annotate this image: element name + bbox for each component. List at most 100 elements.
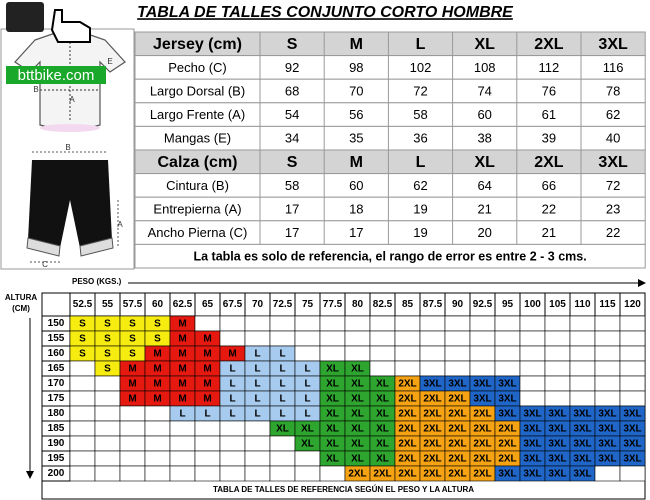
size-value: XL: [326, 379, 339, 390]
size-heading: 2XL: [534, 154, 564, 171]
size-value: 2XL: [423, 469, 441, 480]
size-cell: [194, 465, 221, 482]
size-cell: [619, 345, 646, 362]
illustration-label: A: [69, 95, 75, 104]
size-cell: [544, 375, 571, 392]
size-value: L: [254, 409, 260, 420]
logo: bttbike.com: [6, 2, 106, 84]
size-value: 3XL: [423, 379, 441, 390]
size-value: XL: [351, 454, 364, 465]
size-value: 3XL: [623, 454, 641, 465]
size-value: XL: [351, 379, 364, 390]
size-cell: [269, 315, 296, 332]
size-cell: [119, 435, 146, 452]
size-cell: [619, 315, 646, 332]
cell-value: 66: [542, 178, 556, 193]
size-cell: [619, 390, 646, 407]
size-value: 3XL: [598, 454, 616, 465]
size-cell: [544, 345, 571, 362]
size-cell: [469, 330, 496, 347]
size-value: 2XL: [398, 394, 416, 405]
row-label: Cintura (B): [166, 178, 229, 193]
size-value: XL: [376, 379, 389, 390]
cell-value: 74: [477, 83, 491, 98]
size-value: XL: [376, 439, 389, 450]
logo-text: bttbike.com: [18, 67, 95, 84]
size-cell: [69, 405, 96, 422]
cell-value: 60: [477, 107, 491, 122]
size-value: M: [128, 379, 136, 390]
size-cell: [219, 330, 246, 347]
illustration-label: B: [65, 143, 70, 152]
size-value: 3XL: [623, 409, 641, 420]
size-value: S: [104, 334, 111, 345]
size-value: XL: [326, 364, 339, 375]
weight-value: 65: [202, 299, 214, 310]
size-value: S: [154, 319, 161, 330]
size-value: M: [178, 379, 186, 390]
size-value: S: [129, 334, 136, 345]
size-value: S: [79, 334, 86, 345]
height-value: 195: [48, 453, 65, 464]
size-value: L: [229, 409, 235, 420]
weight-value: 57.5: [123, 299, 143, 310]
size-cell: [569, 375, 596, 392]
size-value: S: [104, 349, 111, 360]
row-label: Largo Frente (A): [150, 107, 245, 122]
cell-value: 62: [606, 107, 620, 122]
size-heading: L: [416, 154, 426, 171]
size-cell: [119, 405, 146, 422]
size-value: M: [178, 334, 186, 345]
size-value: 3XL: [448, 379, 466, 390]
size-value: 3XL: [498, 469, 516, 480]
size-cell: [269, 450, 296, 467]
size-cell: [119, 465, 146, 482]
size-value: 3XL: [523, 424, 541, 435]
size-cell: [244, 450, 271, 467]
size-value: S: [104, 364, 111, 375]
size-value: M: [153, 379, 161, 390]
size-value: M: [178, 364, 186, 375]
cell-value: 17: [285, 225, 299, 240]
size-cell: [194, 435, 221, 452]
size-value: 2XL: [398, 424, 416, 435]
size-value: 2XL: [423, 454, 441, 465]
size-cell: [569, 390, 596, 407]
size-heading: 3XL: [598, 36, 628, 53]
section-heading: Calza (cm): [157, 154, 237, 171]
cell-value: 21: [477, 201, 491, 216]
size-value: 2XL: [398, 379, 416, 390]
size-cell: [219, 465, 246, 482]
size-value: 3XL: [548, 424, 566, 435]
size-heading: S: [287, 154, 298, 171]
weight-value: 62.5: [173, 299, 193, 310]
size-value: L: [279, 364, 285, 375]
size-value: XL: [351, 364, 364, 375]
size-heading: S: [287, 36, 298, 53]
size-value: 2XL: [398, 409, 416, 420]
cell-value: 72: [413, 83, 427, 98]
height-value: 175: [48, 393, 65, 404]
size-value: L: [279, 409, 285, 420]
height-value: 190: [48, 438, 65, 449]
cell-value: 60: [349, 178, 363, 193]
size-cell: [119, 420, 146, 437]
size-heading: L: [416, 36, 426, 53]
size-value: 2XL: [473, 454, 491, 465]
size-cell: [394, 360, 421, 377]
size-cell: [419, 360, 446, 377]
height-value: 180: [48, 408, 65, 419]
cell-value: 19: [413, 201, 427, 216]
size-cell: [519, 345, 546, 362]
size-heading: M: [350, 36, 363, 53]
weight-value: 115: [599, 299, 616, 310]
size-value: L: [229, 379, 235, 390]
size-value: M: [203, 364, 211, 375]
size-value: 2XL: [448, 424, 466, 435]
size-value: 2XL: [423, 424, 441, 435]
size-cell: [144, 420, 171, 437]
size-value: 2XL: [448, 439, 466, 450]
row-label: Entrepierna (A): [153, 201, 241, 216]
size-value: XL: [326, 439, 339, 450]
